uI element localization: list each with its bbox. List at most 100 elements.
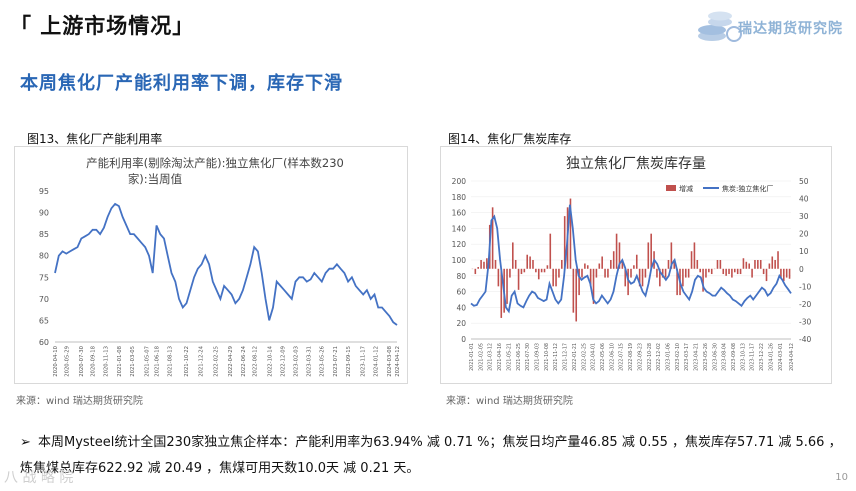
- change-bar: [509, 268, 511, 278]
- summary-line1: 本周Mysteel统计全国230家独立焦企样本：产能利用率为63.94% 减 0…: [38, 435, 842, 450]
- chart14-legend: 增减 焦炭:独立焦化厂: [666, 184, 773, 193]
- change-bar: [546, 265, 549, 269]
- change-bar: [659, 268, 661, 287]
- logo-text: 瑞达期货研究院: [738, 21, 843, 37]
- chart14-xtick-label: 2021-01-01: [469, 343, 475, 371]
- chart14-xtick-label: 2022-08-19: [628, 343, 634, 371]
- change-bar: [486, 258, 488, 269]
- chart13-xtick-label: 2022-04-29: [228, 346, 234, 377]
- chart13-xtick-label: 2021-06-18: [154, 345, 160, 376]
- change-bar: [514, 260, 517, 269]
- change-bar: [540, 268, 543, 273]
- change-bar: [552, 268, 554, 287]
- change-bar: [733, 268, 736, 273]
- change-bar: [771, 256, 774, 269]
- chart13-xtick-label: 2023-11-17: [361, 346, 367, 377]
- chart13-xtick-label: 2020-05-29: [64, 346, 70, 377]
- utilization-line-chart: 产能利用率(剔除淘汰产能):独立焦化厂(样本数230 家):当周值 60 65 70…: [39, 156, 401, 377]
- chart13-xtick-label: 2023-02-03: [294, 346, 300, 377]
- chart13-xtick-label: 2021-05-07: [145, 346, 151, 377]
- change-bar: [725, 268, 727, 276]
- change-bar: [777, 251, 779, 269]
- watermark: 八 战 略 院: [4, 470, 74, 486]
- change-bar: [705, 268, 707, 278]
- page-number: 10: [835, 472, 848, 483]
- chart14-xtick-label: 2022-06-10: [609, 343, 615, 371]
- chart14-ytick-left-label: 120: [452, 240, 467, 249]
- chart13-ytick-label: 60: [39, 338, 49, 347]
- change-bar: [699, 268, 701, 273]
- change-bar: [584, 263, 586, 269]
- change-bar: [491, 207, 494, 269]
- chart14-ytick-right-label: -40: [799, 335, 811, 344]
- chart13-title-line2: 家):当周值: [128, 172, 183, 186]
- change-bar: [529, 256, 531, 269]
- change-bar: [595, 268, 598, 278]
- chart14-ytick-left-label: 160: [452, 209, 467, 218]
- source-note-13: 来源：wind 瑞达期货研究院: [16, 396, 143, 407]
- chart14-xtick-label: 2024-01-26: [768, 343, 774, 371]
- change-bar: [561, 260, 563, 269]
- chart14-ytick-left-label: 200: [452, 177, 467, 186]
- chart14-ytick-left-label: 140: [452, 224, 467, 233]
- change-bar: [664, 268, 667, 278]
- chart14-ytick-left-label: 80: [456, 272, 466, 281]
- page-title: 「 上游市场情况」: [10, 14, 195, 38]
- chart14-xtick-label: 2022-07-15: [619, 343, 625, 371]
- change-bar: [517, 268, 520, 290]
- chart14-xtick-label: 2021-12-17: [563, 343, 569, 371]
- chart14-ytick-right-label: 50: [799, 177, 809, 186]
- chart14-ytick-right-label: -20: [799, 300, 811, 309]
- chart13-xtick-label: 2022-08-12: [253, 346, 259, 377]
- change-bar: [480, 260, 482, 269]
- chart13-xtick-label: 2021-10-22: [184, 346, 190, 377]
- chart14-xtick-label: 2024-03-01: [778, 343, 784, 371]
- chart13-xtick-label: 2020-07-30: [79, 345, 85, 376]
- summary-line2: 炼焦煤总库存622.92 减 20.49 ，焦煤可用天数10.0天 减 0.21…: [20, 461, 420, 476]
- chart13-ytick-label: 95: [39, 187, 49, 196]
- change-bar: [696, 260, 699, 269]
- change-bar: [687, 268, 690, 278]
- chart14-ytick-right-label: -10: [799, 282, 811, 291]
- change-bar: [739, 268, 742, 275]
- legend-label-change: 增减: [679, 184, 693, 193]
- chart14-ytick-right-label: 30: [799, 212, 809, 221]
- change-bar: [581, 268, 583, 278]
- change-bar: [610, 260, 612, 269]
- change-bar: [785, 268, 788, 278]
- change-bar: [644, 268, 647, 278]
- chart14-xtick-label: 2022-01-21: [572, 343, 578, 371]
- logo-icon: [698, 11, 742, 42]
- change-bar: [736, 268, 739, 275]
- chart14-xtick-label: 2023-03-17: [684, 343, 690, 371]
- change-bar: [578, 268, 580, 296]
- change-bar: [684, 268, 687, 278]
- change-bar: [523, 268, 526, 273]
- chart13-ytick-label: 70: [39, 295, 49, 304]
- chart14-xtick-label: 2022-09-23: [637, 343, 643, 371]
- chart14-xtick-label: 2023-10-13: [740, 343, 746, 371]
- chart13-title-line1: 产能利用率(剔除淘汰产能):独立焦化厂(样本数230: [86, 156, 344, 170]
- change-bar: [667, 260, 670, 269]
- chart14-xtick-label: 2021-02-05: [478, 343, 484, 371]
- chart14-ytick-right-label: -30: [799, 317, 811, 326]
- chart13-container: 产能利用率(剔除淘汰产能):独立焦化厂(样本数230 家):当周值 60 65 70…: [14, 146, 408, 384]
- change-bar: [572, 268, 575, 313]
- change-bar: [520, 268, 523, 275]
- change-bar: [742, 258, 745, 269]
- chart13-ytick-label: 75: [39, 273, 49, 282]
- change-bar: [757, 260, 759, 269]
- chart14-xtick-label: 2023-09-08: [731, 343, 737, 371]
- chart13-xtick-label: 2024-01-12: [374, 346, 380, 377]
- change-bar: [615, 233, 618, 269]
- change-bar: [624, 268, 627, 287]
- change-bar: [650, 233, 652, 269]
- change-bar: [592, 268, 595, 304]
- change-bar: [682, 268, 684, 287]
- change-bar: [661, 268, 664, 278]
- legend-label-inventory: 焦炭:独立焦化厂: [722, 184, 773, 193]
- change-bar: [497, 268, 500, 287]
- change-bar: [612, 251, 615, 269]
- chart13-xtick-label: 2022-06-24: [241, 345, 247, 376]
- chart14-ytick-right-label: 40: [799, 195, 809, 204]
